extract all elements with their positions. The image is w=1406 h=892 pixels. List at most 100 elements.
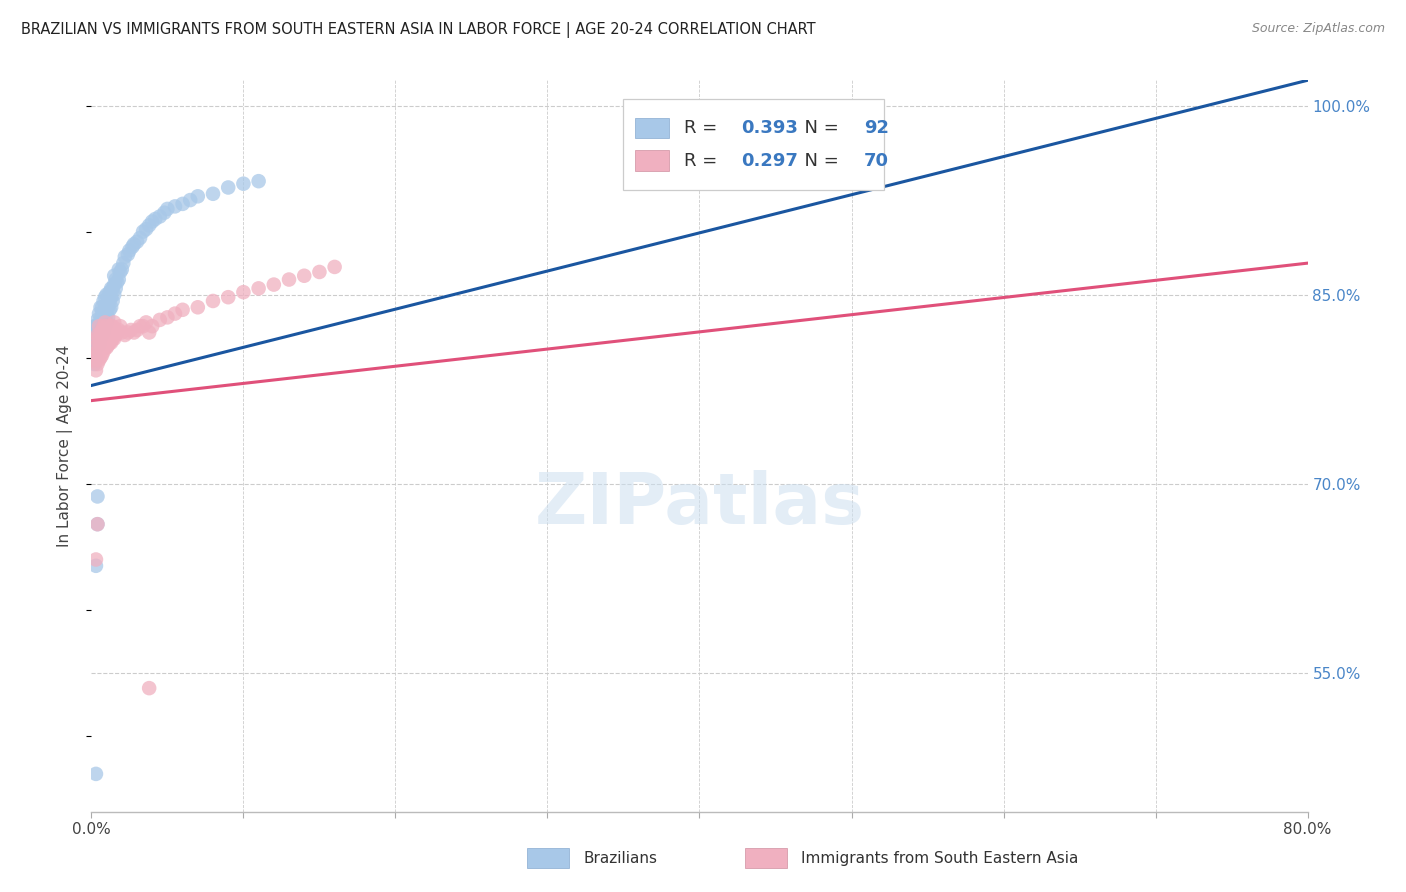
Point	[101, 293, 124, 308]
Point	[100, 290, 122, 304]
Point	[232, 285, 254, 300]
Point	[89, 338, 111, 352]
Point	[100, 300, 122, 314]
Point	[100, 281, 122, 295]
Point	[96, 319, 118, 334]
Point	[97, 310, 120, 325]
Point	[103, 315, 125, 329]
Point	[202, 293, 225, 308]
Point	[111, 262, 134, 277]
Point	[172, 197, 194, 211]
Point	[217, 180, 239, 194]
Point	[247, 281, 270, 295]
Point	[89, 326, 111, 340]
Point	[103, 332, 125, 346]
Point	[93, 293, 115, 308]
Bar	[636, 151, 669, 171]
Point	[103, 277, 125, 292]
Point	[107, 262, 129, 277]
Text: Source: ZipAtlas.com: Source: ZipAtlas.com	[1251, 22, 1385, 36]
Point	[86, 357, 108, 371]
Point	[120, 323, 142, 337]
Point	[91, 323, 114, 337]
Point	[135, 315, 157, 329]
Point	[82, 326, 104, 340]
Point	[153, 205, 176, 219]
Text: N =: N =	[793, 119, 845, 136]
Point	[93, 319, 115, 334]
Point	[89, 300, 111, 314]
Point	[172, 302, 194, 317]
Point	[86, 490, 108, 504]
Point	[187, 189, 209, 203]
Point	[121, 240, 143, 254]
Y-axis label: In Labor Force | Age 20-24: In Labor Force | Age 20-24	[56, 345, 73, 547]
Point	[96, 287, 118, 301]
Point	[149, 210, 172, 224]
Point	[94, 341, 117, 355]
Point	[104, 328, 127, 343]
Point	[100, 335, 122, 350]
Point	[87, 341, 110, 355]
Point	[84, 341, 107, 355]
Point	[141, 214, 163, 228]
Point	[104, 272, 127, 286]
Text: 92: 92	[863, 119, 889, 136]
Point	[114, 250, 136, 264]
Point	[129, 319, 152, 334]
Point	[87, 307, 110, 321]
Point	[107, 323, 129, 337]
Point	[217, 290, 239, 304]
Point	[110, 265, 132, 279]
Point	[91, 307, 114, 321]
Point	[93, 318, 115, 332]
Point	[86, 332, 108, 346]
Point	[87, 338, 110, 352]
Point	[117, 326, 139, 340]
Point	[89, 326, 111, 340]
Point	[83, 357, 105, 371]
Point	[89, 319, 111, 334]
Point	[97, 290, 120, 304]
Point	[202, 186, 225, 201]
Text: 0.393: 0.393	[741, 119, 797, 136]
Point	[91, 328, 114, 343]
Point	[89, 351, 111, 365]
Point	[101, 281, 124, 295]
Point	[118, 244, 141, 258]
Point	[117, 247, 139, 261]
Point	[247, 174, 270, 188]
Bar	[527, 848, 569, 868]
Point	[86, 344, 108, 359]
Point	[278, 272, 301, 286]
Point	[125, 235, 148, 249]
Point	[83, 332, 105, 346]
Point	[82, 351, 104, 365]
Point	[87, 319, 110, 334]
Point	[86, 517, 108, 532]
Text: Brazilians: Brazilians	[583, 851, 658, 865]
Point	[163, 199, 186, 213]
Point	[110, 319, 132, 334]
Point	[82, 338, 104, 352]
Point	[93, 344, 115, 359]
Point	[138, 219, 160, 233]
Bar	[745, 848, 787, 868]
Point	[94, 290, 117, 304]
Point	[84, 351, 107, 365]
Point	[93, 326, 115, 340]
Point	[122, 237, 145, 252]
Point	[84, 332, 107, 346]
Point	[84, 319, 107, 334]
Point	[156, 202, 179, 216]
Point	[82, 351, 104, 365]
Point	[91, 348, 114, 362]
Point	[141, 319, 163, 334]
Text: BRAZILIAN VS IMMIGRANTS FROM SOUTH EASTERN ASIA IN LABOR FORCE | AGE 20-24 CORRE: BRAZILIAN VS IMMIGRANTS FROM SOUTH EASTE…	[21, 22, 815, 38]
Point	[86, 326, 108, 340]
Point	[114, 328, 136, 343]
Point	[87, 326, 110, 340]
Point	[156, 310, 179, 325]
Point	[187, 300, 209, 314]
Point	[97, 338, 120, 352]
